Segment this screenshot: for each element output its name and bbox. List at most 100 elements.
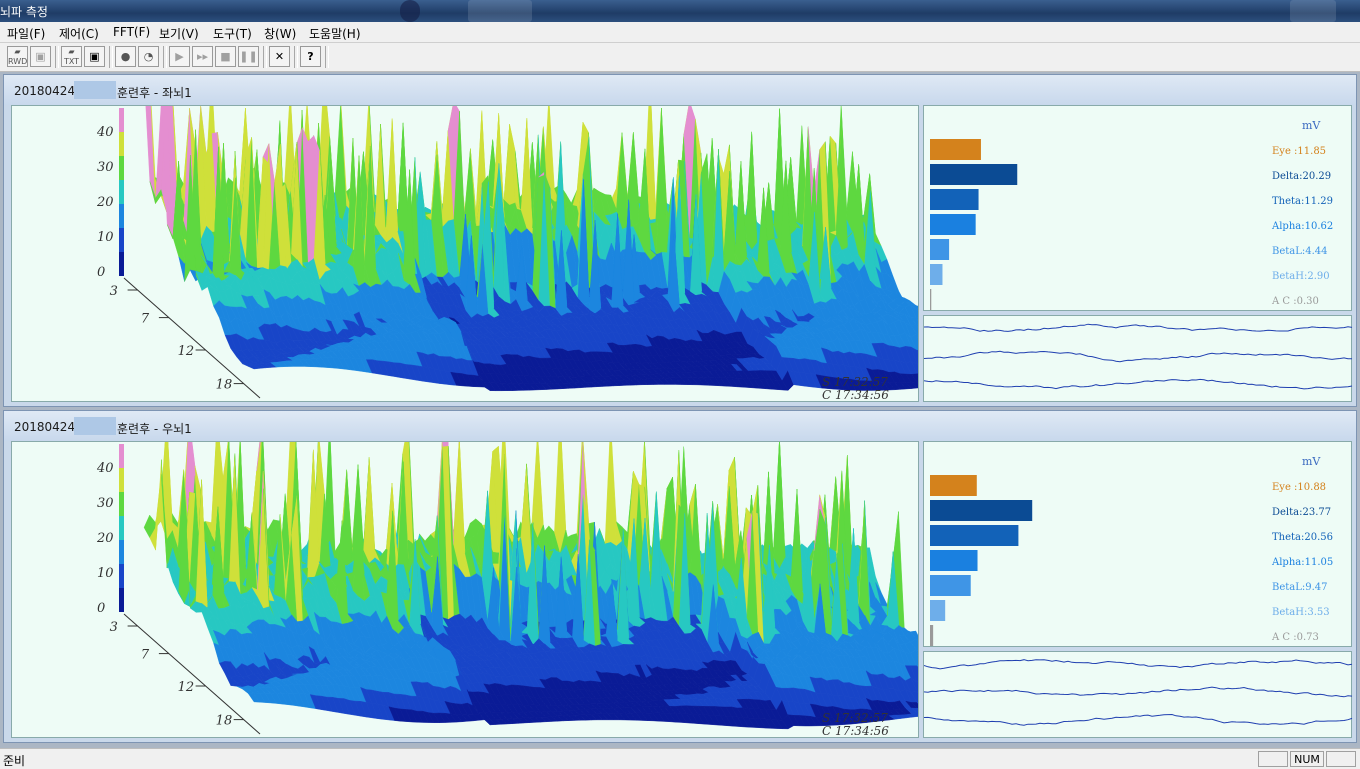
surface-mesh: [144, 106, 919, 391]
wave-trace: [924, 324, 1352, 331]
window-caption[interactable]: 20180424 훈련후 - 우뇌1: [4, 411, 1356, 441]
freq-tick-label: 3: [110, 620, 118, 635]
band-bar: [930, 214, 976, 235]
pause-icon[interactable]: ❚❚: [238, 46, 259, 67]
z-tick-label: 40: [96, 125, 114, 140]
timer-icon[interactable]: ◔: [138, 46, 159, 67]
band-bar: [930, 550, 978, 571]
unit-label: mV: [1302, 455, 1321, 468]
status-bar: 준비 NUM: [0, 748, 1360, 769]
raw-wave-chart: [924, 316, 1353, 403]
stop-icon[interactable]: ■: [215, 46, 236, 67]
band-bar: [930, 264, 942, 285]
window-title-bar: 뇌파 측정: [0, 0, 1360, 22]
menu-fft[interactable]: FFT(F): [113, 25, 150, 39]
wave-trace: [924, 379, 1352, 389]
open-rwd-icon[interactable]: ▰RWD: [7, 46, 28, 67]
app-title: 뇌파 측정: [0, 3, 48, 20]
color-scale-segment: [119, 540, 124, 564]
freq-tick-label: 3: [110, 284, 118, 299]
start-time: S 17:32:57: [822, 375, 888, 389]
toolbar: ▰RWD ▣ ▰TXT ▣ ● ◔ ▶ ▸▸ ■ ❚❚ ✕ ?: [0, 43, 1360, 72]
z-tick-label: 20: [96, 531, 114, 546]
band-bar: [930, 239, 949, 260]
z-tick-label: 0: [97, 265, 105, 280]
band-value-label: Theta:20.56: [1272, 532, 1333, 543]
raw-wave-panel: [923, 651, 1352, 738]
surface-mesh: [144, 442, 919, 729]
band-bar: [930, 500, 1032, 521]
raw-wave-panel: [923, 315, 1352, 402]
menu-window[interactable]: 창(W): [264, 25, 296, 42]
surface-cell: [364, 457, 375, 563]
menu-file[interactable]: 파일(F): [7, 25, 45, 42]
unit-label: mV: [1302, 119, 1321, 132]
wave-trace: [924, 715, 1352, 726]
surface-cell: [532, 442, 543, 538]
wave-trace: [924, 687, 1352, 697]
help-icon[interactable]: ?: [300, 46, 321, 67]
fast-forward-icon[interactable]: ▸▸: [192, 46, 213, 67]
toolbar-separator: [325, 46, 329, 68]
surface-cell: [387, 119, 398, 244]
save-icon[interactable]: ▣: [84, 46, 105, 67]
color-scale-segment: [119, 516, 124, 540]
close-icon[interactable]: ✕: [269, 46, 290, 67]
band-bar: [930, 625, 933, 646]
band-value-label: A C :0.73: [1271, 632, 1319, 643]
hidden-name: [74, 417, 116, 435]
band-bar: [930, 289, 931, 310]
color-scale-segment: [119, 132, 124, 156]
surface-cell: [375, 124, 386, 235]
freq-tick-label: 12: [178, 344, 195, 359]
z-tick-label: 30: [97, 496, 114, 511]
band-bar: [930, 575, 971, 596]
band-value-label: Delta:20.29: [1272, 171, 1331, 182]
menu-help[interactable]: 도움말(H): [309, 25, 361, 42]
toolbar-separator: [263, 46, 267, 68]
z-tick-label: 40: [96, 461, 114, 476]
menu-view[interactable]: 보기(V): [159, 25, 199, 42]
band-bar: [930, 475, 977, 496]
menu-tools[interactable]: 도구(T): [213, 25, 252, 42]
surface-cell: [746, 132, 757, 255]
txt-label: TXT: [64, 57, 79, 66]
color-scale-segment: [119, 588, 124, 612]
band-value-label: Eye :10.88: [1272, 482, 1326, 493]
band-value-label: Delta:23.77: [1272, 507, 1331, 518]
band-value-label: Eye :11.85: [1272, 146, 1326, 157]
band-bar: [930, 164, 1017, 185]
freq-tick-label: 18: [216, 714, 233, 729]
wave-trace: [924, 660, 1352, 669]
rwd-label: RWD: [8, 57, 27, 66]
band-value-label: BetaL:4.44: [1272, 246, 1328, 257]
save-rwd-icon[interactable]: ▣: [30, 46, 51, 67]
freq-tick-label: 7: [141, 312, 150, 327]
record-icon[interactable]: ●: [115, 46, 136, 67]
toolbar-separator: [55, 46, 59, 68]
window-caption[interactable]: 20180424 훈련후 - 좌뇌1: [4, 75, 1356, 105]
freq-tick-label: 12: [178, 680, 195, 695]
open-txt-icon[interactable]: ▰TXT: [61, 46, 82, 67]
z-tick-label: 30: [97, 160, 114, 175]
menu-bar: 파일(F) 제어(C) FFT(F) 보기(V) 도구(T) 창(W) 도움말(…: [0, 22, 1360, 43]
z-tick-label: 0: [97, 601, 105, 616]
z-tick-label: 20: [96, 195, 114, 210]
play-icon[interactable]: ▶: [169, 46, 190, 67]
toolbar-separator: [294, 46, 298, 68]
start-time: S 17:32:57: [822, 711, 888, 725]
band-value-label: Alpha:10.62: [1271, 221, 1333, 232]
hidden-name: [74, 81, 116, 99]
menu-control[interactable]: 제어(C): [59, 25, 99, 42]
window-title: 훈련후 - 우뇌1: [117, 420, 192, 437]
color-scale-segment: [119, 228, 124, 252]
